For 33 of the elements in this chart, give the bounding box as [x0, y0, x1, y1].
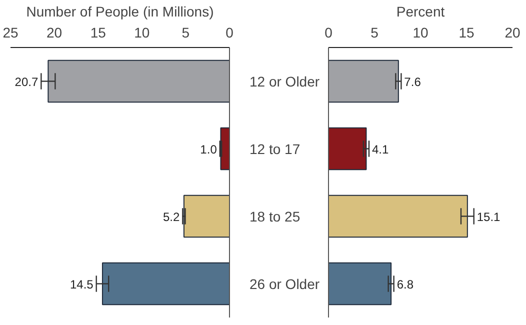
data-label: 4.1 — [372, 142, 389, 156]
bar — [102, 262, 230, 306]
x-tick-label: 20 — [504, 24, 520, 40]
data-label: 6.8 — [396, 277, 414, 292]
x-tick-label: 15 — [90, 24, 106, 40]
data-label: 5.2 — [162, 210, 180, 224]
x-tick-label: 0 — [324, 24, 333, 40]
bar — [328, 60, 399, 103]
y-tick-label: 26 or Older — [250, 276, 320, 292]
x-axis-title: Number of People (in Millions) — [26, 4, 214, 20]
data-label: 7.6 — [404, 74, 422, 89]
data-label: 14.5 — [70, 277, 94, 292]
bar — [328, 262, 392, 306]
x-tick-label: 15 — [458, 24, 474, 40]
bar — [183, 194, 230, 238]
data-label: 15.1 — [476, 210, 501, 224]
bar — [328, 194, 468, 238]
x-tick-label: 0 — [226, 24, 234, 40]
bar — [48, 60, 230, 103]
y-tick-label: 12 to 17 — [250, 140, 300, 157]
bar — [220, 127, 230, 170]
data-label: 1.0 — [200, 142, 218, 156]
x-axis-title: Percent — [396, 4, 445, 20]
bar — [328, 127, 367, 170]
data-label: 20.7 — [14, 74, 38, 89]
x-tick-label: 10 — [134, 24, 150, 40]
x-tick-label: 20 — [46, 24, 62, 40]
x-tick-label: 10 — [412, 24, 428, 40]
x-tick-label: 25 — [2, 24, 18, 40]
x-tick-label: 5 — [182, 24, 190, 40]
y-tick-label: 12 or Older — [250, 73, 320, 90]
y-tick-label: 18 to 25 — [250, 208, 300, 224]
x-tick-label: 5 — [370, 24, 379, 40]
